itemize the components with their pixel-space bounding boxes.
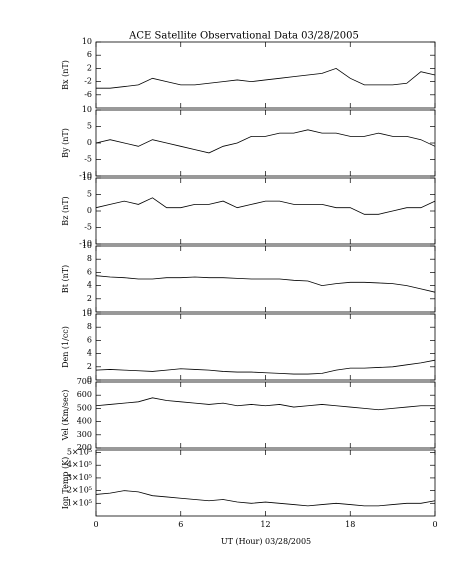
data-line [95, 129, 436, 154]
y-axis-label: Den (1/cc) [61, 326, 70, 368]
y-tick-label: 8 [87, 254, 92, 263]
x-tick-label: 0 [432, 520, 437, 529]
panel-frame [95, 41, 436, 109]
y-tick-label: 10 [82, 105, 92, 114]
panel-frame [95, 313, 436, 381]
y-tick-label: 6 [87, 335, 92, 344]
data-line [95, 197, 436, 215]
y-tick-label: -10 [79, 171, 92, 180]
y-tick-label: -6 [84, 90, 92, 99]
data-line [96, 67, 436, 89]
y-tick-label: 500 [77, 403, 92, 412]
y-tick-label: 6 [87, 267, 92, 276]
y-tick-label: -2 [84, 77, 92, 86]
y-tick-label: 0 [87, 138, 92, 147]
x-axis-label: UT (Hour) 03/28/2005 [221, 537, 311, 546]
y-axis-label: By (nT) [61, 128, 70, 158]
y-tick-label: 0 [87, 307, 92, 316]
y-axis-label: Bt (nT) [61, 265, 70, 293]
y-tick-label: 300 [77, 430, 92, 439]
x-tick-label: 12 [260, 520, 270, 529]
y-tick-label: 4 [87, 349, 92, 358]
y-tick-label: 3×10⁵ [67, 473, 92, 482]
y-tick-label: 2 [87, 63, 92, 72]
y-tick-label: 6 [87, 50, 92, 59]
y-axis-label: Bz (nT) [61, 196, 70, 225]
y-tick-label: 0 [87, 375, 92, 384]
y-tick-label: 400 [77, 417, 92, 426]
y-tick-label: 8 [87, 322, 92, 331]
data-line [95, 397, 435, 411]
y-tick-label: 1×10⁵ [67, 498, 92, 507]
x-tick-label: 6 [178, 520, 183, 529]
y-tick-label: -5 [84, 155, 92, 164]
panel-frame [95, 449, 436, 517]
y-tick-label: -10 [79, 239, 92, 248]
y-tick-label: 10 [82, 173, 92, 182]
data-line [95, 275, 436, 293]
y-tick-label: 0 [87, 206, 92, 215]
y-tick-label: 2 [87, 362, 92, 371]
panel-frame [95, 381, 436, 449]
data-line [95, 490, 436, 507]
y-tick-label: 10 [82, 309, 92, 318]
y-tick-label: 600 [77, 390, 92, 399]
panel-frame [95, 177, 436, 245]
y-tick-label: -5 [84, 223, 92, 232]
panel-frame [95, 109, 436, 177]
y-tick-label: 5×10⁵ [67, 448, 92, 457]
y-tick-label: 2×10⁵ [67, 486, 92, 495]
y-tick-label: 4×10⁵ [67, 460, 92, 469]
y-tick-label: 10 [82, 37, 92, 46]
x-tick-label: 18 [345, 520, 355, 529]
y-axis-label: Vel (Km/sec) [61, 390, 70, 442]
y-tick-label: 700 [77, 377, 92, 386]
y-tick-label: 4 [87, 281, 92, 290]
chart-title: ACE Satellite Observational Data 03/28/2… [128, 31, 359, 42]
y-tick-label: 10 [82, 241, 92, 250]
data-line [95, 359, 436, 375]
y-tick-label: 5 [87, 190, 92, 199]
x-tick-label: 0 [93, 520, 98, 529]
y-axis-label: Bx (nT) [61, 60, 70, 90]
y-tick-label: 200 [77, 443, 92, 452]
y-tick-label: 5 [87, 122, 92, 131]
y-tick-label: 2 [87, 294, 92, 303]
y-axis-label: Ion Temp (K) [61, 457, 70, 510]
